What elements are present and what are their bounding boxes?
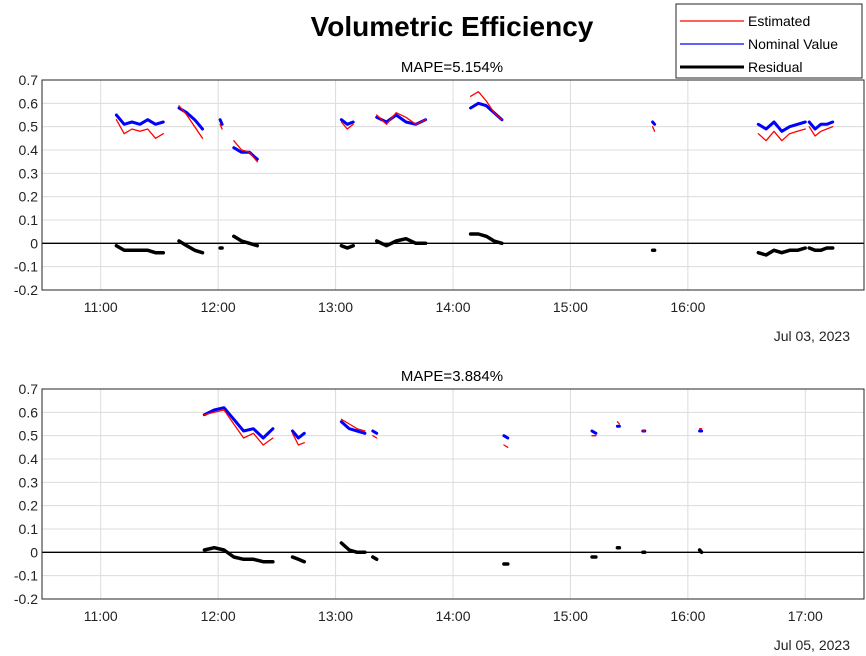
y-tick-label: 0.2 [19,498,39,514]
panel-title-top: MAPE=5.154% [401,59,503,76]
series-bottom [202,406,704,566]
nominal-value-line-top-seg-9 [807,120,835,131]
x-tick-label: 16:00 [670,608,705,624]
estimated-line-top-seg-2 [219,123,223,130]
x-tick-label: 15:00 [553,608,588,624]
estimated-line-top-seg-4 [340,121,354,130]
series-top [114,91,835,257]
estimated-line-bottom-seg-6 [616,421,621,425]
residual-line-top-seg-8 [756,246,808,257]
y-tick-label: 0 [30,235,38,251]
tick-labels-top: -0.2 -0.1 0 0.1 0.2 0.3 0.4 0.5 0.6 0.7 11:00 12:00… [14,72,706,315]
residual-line-top-seg-5 [374,236,428,248]
estimated-line-top-seg-3 [233,140,258,163]
x-tick-label: 12:00 [201,608,236,624]
estimated-line-top-seg-9 [808,126,834,137]
residual-line-bottom-seg-2 [339,541,367,555]
nominal-value-line-bottom-seg-1 [291,429,306,440]
y-tick-label: 0.6 [19,404,39,420]
residual-line-top-seg-6 [468,232,504,246]
y-tick-label: -0.1 [14,568,38,584]
y-tick-label: 0.2 [19,189,39,205]
x-tick-label: 17:00 [788,608,823,624]
estimated-line-top-seg-1 [178,105,204,139]
y-tick-label: 0.1 [19,212,39,228]
date-label-top: Jul 03, 2023 [774,328,850,344]
nominal-value-line-bottom-seg-5 [590,429,598,435]
estimated-line-bottom-seg-1 [291,432,305,446]
y-tick-label: 0.4 [19,451,39,467]
y-tick-label: 0.1 [19,521,39,537]
x-tick-label: 14:00 [435,299,470,315]
residual-line-top-seg-9 [807,246,835,253]
x-tick-label: 14:00 [435,608,470,624]
x-tick-label: 11:00 [84,299,118,315]
y-tick-label: 0.3 [19,474,39,490]
y-tick-label: 0.5 [19,428,39,444]
legend-label-estimated: Estimated [748,13,810,29]
axes-box-top [41,79,865,291]
nominal-value-line-top-seg-3 [232,146,259,161]
y-tick-label: 0 [30,544,38,560]
y-tick-label: 0.4 [19,142,39,158]
estimated-line-top-seg-8 [757,128,806,142]
estimated-line-bottom-seg-0 [203,409,274,446]
legend-label-nominal: Nominal Value [748,36,838,52]
residual-line-bottom-seg-3 [371,555,379,562]
estimated-line-top-seg-6 [469,91,503,121]
y-tick-label: 0.6 [19,95,39,111]
legend: Estimated Nominal Value Residual [675,3,863,79]
y-tick-label: -0.1 [14,259,38,275]
plot-panel-top: MAPE=5.154% -0.2 -0.1 0 0.1 0.2 0.3 0.4 0.5 0.6 0… [14,59,865,344]
tick-labels-bottom: -0.2 -0.1 0 0.1 0.2 0.3 0.4 0.5 0.6 0.7 11:00 12:00… [14,381,823,624]
residual-line-top-seg-1 [177,239,205,255]
y-tick-label: 0.3 [19,165,39,181]
nominal-value-line-bottom-seg-2 [339,420,367,435]
date-label-bottom: Jul 05, 2023 [774,637,850,653]
estimated-line-top-seg-5 [376,112,427,125]
residual-line-bottom-seg-1 [290,555,307,564]
nominal-value-line-top-seg-4 [339,118,355,126]
nominal-value-line-bottom-seg-4 [502,434,510,440]
residual-line-bottom-seg-8 [697,548,704,555]
estimated-line-top-seg-0 [115,119,164,139]
y-tick-label: 0.7 [19,72,39,88]
x-tick-label: 16:00 [670,299,705,315]
x-tick-label: 11:00 [84,608,118,624]
y-tick-label: 0.7 [19,381,39,397]
panel-title-bottom: MAPE=3.884% [401,368,503,385]
nominal-value-line-top-seg-8 [756,120,807,133]
estimated-line-top-seg-7 [651,126,656,132]
residual-line-bottom-seg-0 [202,545,275,564]
nominal-value-line-bottom-seg-3 [371,429,379,435]
residual-line-top-seg-4 [339,243,355,250]
axes-box-bottom [41,388,865,600]
estimated-line-bottom-seg-2 [340,418,366,432]
nominal-value-line-top-seg-0 [114,113,165,126]
figure-title: Volumetric Efficiency [311,11,594,42]
nominal-value-line-top-seg-7 [651,120,657,126]
x-tick-label: 13:00 [318,299,353,315]
y-tick-label: -0.2 [14,282,38,298]
x-tick-label: 15:00 [553,299,588,315]
y-tick-label: 0.5 [19,119,39,135]
nominal-value-line-top-seg-2 [218,118,224,126]
x-tick-label: 12:00 [201,299,236,315]
plot-panel-bottom: MAPE=3.884% -0.2 -0.1 0 0.1 0.2 0.3 0.4 0.5 0.6 0… [14,368,865,653]
x-tick-label: 13:00 [318,608,353,624]
estimated-line-bottom-seg-4 [503,444,509,448]
estimated-line-bottom-seg-3 [372,435,378,439]
nominal-value-line-bottom-seg-0 [202,406,275,440]
legend-label-residual: Residual [748,59,802,75]
residual-line-top-seg-3 [232,234,260,248]
y-tick-label: -0.2 [14,591,38,607]
residual-line-top-seg-0 [114,243,166,255]
